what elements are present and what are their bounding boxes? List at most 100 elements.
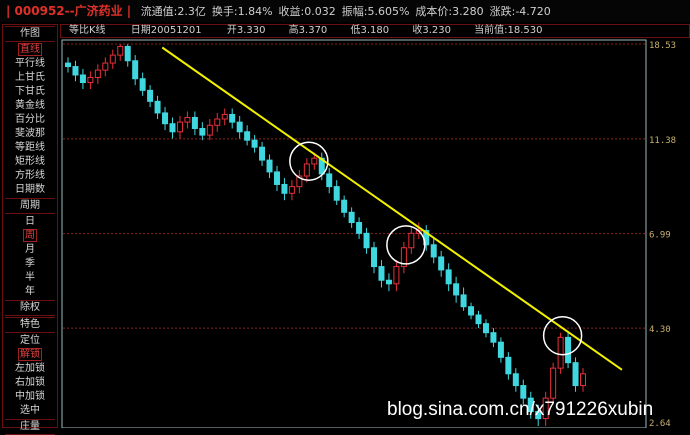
toolbar-item[interactable]: 年 <box>3 285 57 299</box>
candle <box>296 169 303 194</box>
toolbar-item[interactable]: 黄金线 <box>3 99 57 113</box>
kline-chart[interactable]: 18.53 11.38 6.99 4.30 2.64 <box>60 38 690 428</box>
candle <box>348 207 355 228</box>
toolbar-item[interactable]: 上甘氏 <box>3 71 57 85</box>
candle-body <box>311 157 318 165</box>
date-value: 日期20051201 <box>130 25 202 36</box>
toolbar-item[interactable]: 下甘氏 <box>3 85 57 99</box>
toolbar-item[interactable]: 作图 <box>5 26 55 42</box>
title-bar: | 000952--广济药业 | 流通值:2.3亿 换手:1.84% 收益:0.03… <box>0 0 690 22</box>
toolbar-item[interactable]: 庄量 <box>5 419 55 435</box>
candle <box>132 55 139 86</box>
candle <box>79 68 86 90</box>
toolbar-item-label: 庄量 <box>20 421 40 432</box>
candle-body <box>527 397 534 413</box>
candle <box>505 352 512 380</box>
toolbar-item[interactable]: 直线 <box>3 43 57 57</box>
stat-item: 振幅:5.605% <box>341 5 410 18</box>
toolbar-item[interactable]: 左加锁 <box>3 362 57 376</box>
toolbar-item[interactable]: 定位 <box>3 334 57 348</box>
toolbar-item[interactable]: 等距线 <box>3 141 57 155</box>
candle <box>65 57 71 73</box>
candle-body <box>199 128 206 136</box>
candle-body <box>438 256 445 271</box>
toolbar-item[interactable]: 半 <box>3 271 57 285</box>
toolbar-item[interactable]: 平行线 <box>3 57 57 71</box>
trendline[interactable] <box>161 46 623 371</box>
toolbar-item-label: 选中 <box>20 405 40 416</box>
candle-body <box>251 139 258 148</box>
candle <box>273 165 280 192</box>
candle-body <box>445 269 452 285</box>
candle-body <box>371 247 378 268</box>
drawing-toolbar: 作图 直线 平行线上甘氏 下甘氏 黄金线 百分比 斐波那 等距线矩形线方形线 日期数 周期日周月季… <box>2 24 58 435</box>
toolbar-item[interactable]: 日 <box>3 215 57 229</box>
candle-body <box>162 112 169 125</box>
candle <box>102 57 109 77</box>
toolbar-item[interactable]: 选中 <box>3 404 57 418</box>
toolbar-item[interactable]: 周期 <box>5 198 55 214</box>
y-tick-label: 2.64 <box>649 419 671 428</box>
toolbar-item[interactable]: 解锁 <box>3 348 57 362</box>
candle-body <box>341 199 348 213</box>
candle <box>475 310 482 329</box>
candle-body <box>244 131 251 141</box>
candle-body <box>468 306 475 316</box>
candle <box>572 357 579 392</box>
toolbar-item-label: 年 <box>25 286 35 297</box>
candle-body <box>273 171 280 185</box>
candle <box>139 72 146 96</box>
toolbar-item[interactable]: 除权 <box>5 300 55 316</box>
toolbar-item-label: 左加锁 <box>15 363 45 374</box>
toolbar-item-label: 日 <box>25 216 35 227</box>
candle-body <box>565 336 572 364</box>
candle <box>400 241 407 274</box>
candle-body <box>542 397 549 420</box>
toolbar-item[interactable]: 中加锁 <box>3 390 57 404</box>
candle-body <box>475 314 482 325</box>
candle-body <box>259 146 266 161</box>
toolbar-item[interactable]: 右加锁 <box>3 376 57 390</box>
candle <box>117 44 124 61</box>
toolbar-item-label: 定位 <box>20 335 40 346</box>
toolbar-item[interactable]: 周 <box>3 229 57 243</box>
candle <box>124 44 131 67</box>
candle <box>214 112 221 132</box>
candle-body <box>266 159 273 173</box>
toolbar-item[interactable]: 月 <box>3 243 57 257</box>
candle-body <box>87 76 94 84</box>
candle-body <box>460 294 467 308</box>
low-value: 低3.180 <box>350 25 390 36</box>
candle-body <box>580 373 586 387</box>
toolbar-item[interactable]: 季 <box>3 257 57 271</box>
toolbar-item[interactable]: 斐波那 <box>3 127 57 141</box>
candle <box>259 141 266 166</box>
candle-body <box>94 69 101 78</box>
toolbar-item-label: 季 <box>25 258 35 269</box>
toolbar-item-label: 解锁 <box>18 348 42 361</box>
candle <box>206 119 213 141</box>
toolbar-item-label: 矩形线 <box>15 156 45 167</box>
highlight-circle <box>542 315 583 356</box>
candle-body <box>72 66 79 76</box>
candle-info-bar: 等比K线 日期20051201 开3.330 高3.370 低3.180 收3.… <box>60 24 690 38</box>
current-value: 当前值:18.530 <box>474 25 543 36</box>
toolbar-item[interactable]: 矩形线 <box>3 155 57 169</box>
toolbar-item[interactable]: 日期数 <box>3 183 57 197</box>
toolbar-item-label: 平行线 <box>15 58 45 69</box>
toolbar-item[interactable]: 百分比 <box>3 113 57 127</box>
candle-body <box>214 118 221 126</box>
candle-body <box>176 121 183 133</box>
toolbar-item[interactable]: 方形线 <box>3 169 57 183</box>
candle <box>169 117 176 139</box>
toolbar-item[interactable]: 特色 <box>5 317 55 333</box>
toolbar-item-label: 等距线 <box>15 142 45 153</box>
candle-body <box>497 341 504 358</box>
candle <box>333 180 340 205</box>
stat-item: 涨跌:-4.720 <box>489 5 551 18</box>
close-value: 收3.230 <box>412 25 451 36</box>
toolbar-item-label: 特色 <box>20 319 40 330</box>
candle <box>326 167 333 194</box>
candle <box>408 227 415 254</box>
y-tick-label: 4.30 <box>649 325 671 335</box>
